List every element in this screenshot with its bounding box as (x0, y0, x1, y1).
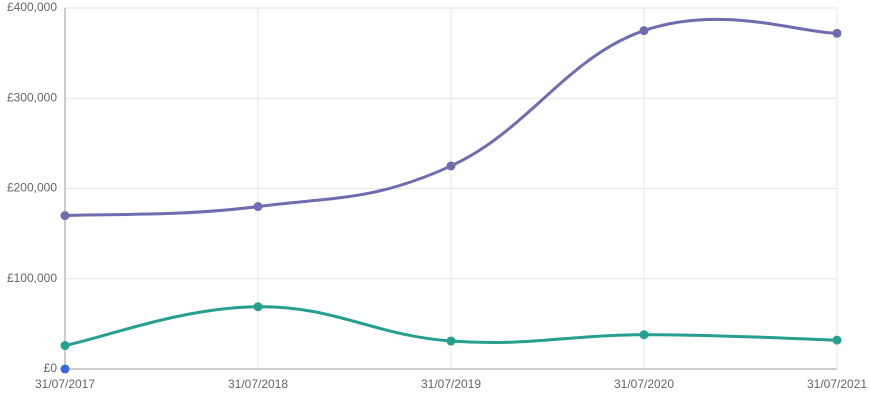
data-point (60, 341, 70, 351)
data-point (253, 202, 263, 212)
data-point (60, 364, 70, 374)
y-tick-label: £400,000 (7, 0, 57, 14)
x-tick-label: 31/07/2021 (807, 377, 867, 391)
data-point (446, 336, 456, 346)
data-point (832, 28, 842, 38)
x-tick-label: 31/07/2020 (614, 377, 674, 391)
x-tick-label: 31/07/2019 (421, 377, 481, 391)
data-point (446, 161, 456, 171)
y-tick-label: £100,000 (7, 271, 57, 285)
data-point (832, 335, 842, 345)
data-point (639, 26, 649, 36)
y-tick-label: £0 (44, 361, 58, 375)
x-tick-label: 31/07/2017 (35, 377, 95, 391)
data-point (639, 330, 649, 340)
data-point (60, 211, 70, 221)
data-point (253, 302, 263, 312)
y-tick-label: £300,000 (7, 90, 57, 104)
y-tick-label: £200,000 (7, 181, 57, 195)
x-tick-label: 31/07/2018 (228, 377, 288, 391)
